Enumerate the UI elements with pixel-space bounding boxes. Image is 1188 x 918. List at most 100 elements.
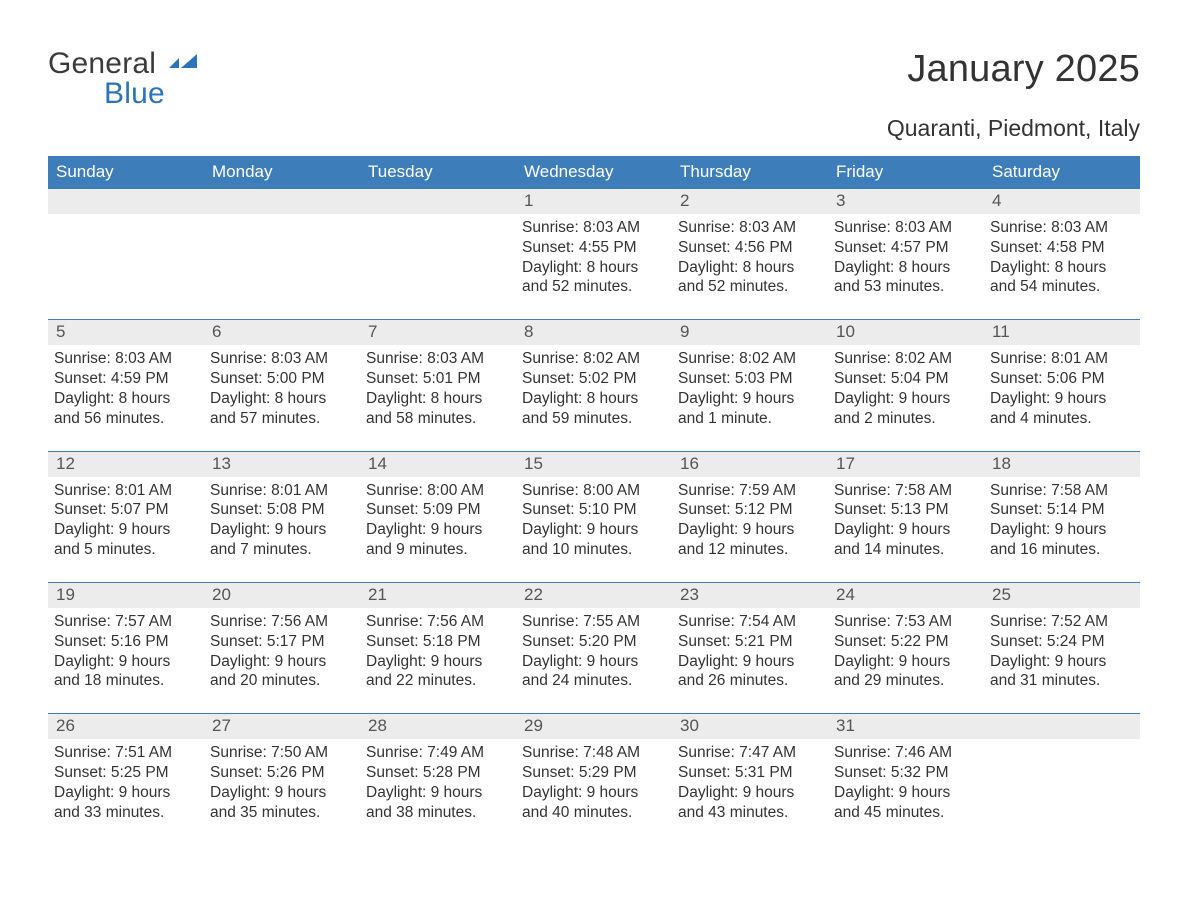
sunrise-text: Sunrise: 8:02 AM <box>834 349 978 369</box>
sunrise-text: Sunrise: 8:01 AM <box>990 349 1134 369</box>
day-number-row: 262728293031 <box>48 714 1140 739</box>
sunset-text: Sunset: 5:06 PM <box>990 369 1134 389</box>
day-number: 31 <box>828 714 984 739</box>
sunset-text: Sunset: 5:08 PM <box>210 500 354 520</box>
day-cell: Sunrise: 8:03 AMSunset: 4:56 PMDaylight:… <box>672 214 828 320</box>
sunset-text: Sunset: 5:29 PM <box>522 763 666 783</box>
day-cell: Sunrise: 7:50 AMSunset: 5:26 PMDaylight:… <box>204 739 360 844</box>
day-cell: Sunrise: 8:03 AMSunset: 4:59 PMDaylight:… <box>48 345 204 451</box>
title-block: January 2025 <box>907 48 1140 91</box>
daylight-text: Daylight: 8 hours and 53 minutes. <box>834 258 978 298</box>
daylight-text: Daylight: 9 hours and 40 minutes. <box>522 783 666 823</box>
day-details: Sunrise: 8:01 AMSunset: 5:07 PMDaylight:… <box>54 477 198 560</box>
day-cell: Sunrise: 7:54 AMSunset: 5:21 PMDaylight:… <box>672 608 828 714</box>
day-number <box>984 714 1140 739</box>
sunset-text: Sunset: 5:31 PM <box>678 763 822 783</box>
day-details: Sunrise: 8:03 AMSunset: 4:55 PMDaylight:… <box>522 214 666 297</box>
weekday-header: Thursday <box>672 156 828 189</box>
day-number: 15 <box>516 452 672 477</box>
sunset-text: Sunset: 5:04 PM <box>834 369 978 389</box>
sunrise-text: Sunrise: 8:01 AM <box>210 481 354 501</box>
day-details-row: Sunrise: 8:03 AMSunset: 4:59 PMDaylight:… <box>48 345 1140 451</box>
day-cell: Sunrise: 7:52 AMSunset: 5:24 PMDaylight:… <box>984 608 1140 714</box>
day-details: Sunrise: 8:01 AMSunset: 5:06 PMDaylight:… <box>990 345 1134 428</box>
weekday-header: Saturday <box>984 156 1140 189</box>
day-details: Sunrise: 7:46 AMSunset: 5:32 PMDaylight:… <box>834 739 978 822</box>
sunrise-text: Sunrise: 7:59 AM <box>678 481 822 501</box>
day-number: 22 <box>516 583 672 608</box>
logo-flag-icon <box>169 54 201 76</box>
day-cell: Sunrise: 7:48 AMSunset: 5:29 PMDaylight:… <box>516 739 672 844</box>
day-number: 21 <box>360 583 516 608</box>
sunrise-text: Sunrise: 8:03 AM <box>210 349 354 369</box>
day-number <box>204 189 360 214</box>
day-details: Sunrise: 7:59 AMSunset: 5:12 PMDaylight:… <box>678 477 822 560</box>
day-number: 8 <box>516 320 672 345</box>
sunset-text: Sunset: 5:28 PM <box>366 763 510 783</box>
day-cell: Sunrise: 7:46 AMSunset: 5:32 PMDaylight:… <box>828 739 984 844</box>
daylight-text: Daylight: 9 hours and 20 minutes. <box>210 652 354 692</box>
daylight-text: Daylight: 8 hours and 52 minutes. <box>678 258 822 298</box>
day-cell: Sunrise: 8:02 AMSunset: 5:02 PMDaylight:… <box>516 345 672 451</box>
weekday-header-row: Sunday Monday Tuesday Wednesday Thursday… <box>48 156 1140 189</box>
day-cell: Sunrise: 8:02 AMSunset: 5:04 PMDaylight:… <box>828 345 984 451</box>
sunrise-text: Sunrise: 7:48 AM <box>522 743 666 763</box>
day-number-row: 12131415161718 <box>48 452 1140 477</box>
sunrise-text: Sunrise: 8:03 AM <box>54 349 198 369</box>
day-number: 29 <box>516 714 672 739</box>
day-number: 4 <box>984 189 1140 214</box>
day-number: 11 <box>984 320 1140 345</box>
sunset-text: Sunset: 4:58 PM <box>990 238 1134 258</box>
day-cell <box>360 214 516 320</box>
sunrise-text: Sunrise: 8:03 AM <box>522 218 666 238</box>
day-details-row: Sunrise: 8:01 AMSunset: 5:07 PMDaylight:… <box>48 477 1140 583</box>
weekday-header: Sunday <box>48 156 204 189</box>
sunset-text: Sunset: 4:55 PM <box>522 238 666 258</box>
sunset-text: Sunset: 4:59 PM <box>54 369 198 389</box>
sunset-text: Sunset: 5:12 PM <box>678 500 822 520</box>
day-details: Sunrise: 7:58 AMSunset: 5:13 PMDaylight:… <box>834 477 978 560</box>
day-number <box>360 189 516 214</box>
sunset-text: Sunset: 4:56 PM <box>678 238 822 258</box>
sunrise-text: Sunrise: 7:54 AM <box>678 612 822 632</box>
sunrise-text: Sunrise: 8:03 AM <box>678 218 822 238</box>
day-details: Sunrise: 8:03 AMSunset: 4:59 PMDaylight:… <box>54 345 198 428</box>
sunrise-text: Sunrise: 7:46 AM <box>834 743 978 763</box>
day-details: Sunrise: 8:02 AMSunset: 5:02 PMDaylight:… <box>522 345 666 428</box>
daylight-text: Daylight: 9 hours and 24 minutes. <box>522 652 666 692</box>
sunrise-text: Sunrise: 7:51 AM <box>54 743 198 763</box>
sunrise-text: Sunrise: 8:03 AM <box>366 349 510 369</box>
sunset-text: Sunset: 5:17 PM <box>210 632 354 652</box>
day-details: Sunrise: 7:57 AMSunset: 5:16 PMDaylight:… <box>54 608 198 691</box>
day-details: Sunrise: 8:03 AMSunset: 5:00 PMDaylight:… <box>210 345 354 428</box>
sunrise-text: Sunrise: 7:50 AM <box>210 743 354 763</box>
sunset-text: Sunset: 4:57 PM <box>834 238 978 258</box>
day-cell: Sunrise: 8:03 AMSunset: 4:55 PMDaylight:… <box>516 214 672 320</box>
day-details: Sunrise: 8:03 AMSunset: 4:56 PMDaylight:… <box>678 214 822 297</box>
day-details: Sunrise: 8:02 AMSunset: 5:04 PMDaylight:… <box>834 345 978 428</box>
day-cell: Sunrise: 8:03 AMSunset: 4:57 PMDaylight:… <box>828 214 984 320</box>
sunset-text: Sunset: 5:09 PM <box>366 500 510 520</box>
daylight-text: Daylight: 9 hours and 12 minutes. <box>678 520 822 560</box>
sunset-text: Sunset: 5:25 PM <box>54 763 198 783</box>
day-details-row: Sunrise: 8:03 AMSunset: 4:55 PMDaylight:… <box>48 214 1140 320</box>
subtitle-row: Quaranti, Piedmont, Italy <box>48 115 1140 142</box>
sunrise-text: Sunrise: 7:58 AM <box>834 481 978 501</box>
day-number: 17 <box>828 452 984 477</box>
day-details: Sunrise: 8:03 AMSunset: 5:01 PMDaylight:… <box>366 345 510 428</box>
calendar-table: Sunday Monday Tuesday Wednesday Thursday… <box>48 156 1140 845</box>
sunrise-text: Sunrise: 7:49 AM <box>366 743 510 763</box>
sunrise-text: Sunrise: 8:00 AM <box>522 481 666 501</box>
day-cell <box>984 739 1140 844</box>
day-details: Sunrise: 7:56 AMSunset: 5:17 PMDaylight:… <box>210 608 354 691</box>
sunset-text: Sunset: 5:01 PM <box>366 369 510 389</box>
day-number: 2 <box>672 189 828 214</box>
day-number: 19 <box>48 583 204 608</box>
day-number: 20 <box>204 583 360 608</box>
daylight-text: Daylight: 9 hours and 45 minutes. <box>834 783 978 823</box>
sunrise-text: Sunrise: 8:01 AM <box>54 481 198 501</box>
day-details: Sunrise: 8:03 AMSunset: 4:57 PMDaylight:… <box>834 214 978 297</box>
day-number-row: 567891011 <box>48 320 1140 345</box>
day-cell: Sunrise: 7:58 AMSunset: 5:13 PMDaylight:… <box>828 477 984 583</box>
sunset-text: Sunset: 5:13 PM <box>834 500 978 520</box>
